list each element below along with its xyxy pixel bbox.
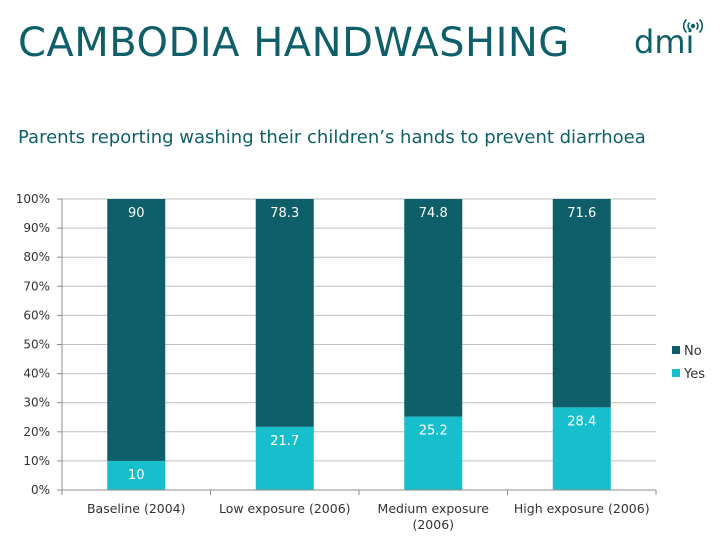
x-category-label: Low exposure (2006) (219, 501, 351, 516)
slide-title: CAMBODIA HANDWASHING (18, 20, 570, 66)
data-label-no: 71.6 (567, 206, 596, 221)
bar-no (552, 199, 611, 408)
legend-swatch-yes (672, 369, 680, 377)
y-tick-label: 30% (23, 396, 50, 410)
x-category-label: (2006) (412, 517, 454, 532)
data-label-no: 78.3 (270, 206, 299, 221)
data-label-no: 74.8 (419, 206, 448, 221)
axes: 0% 10% 20% 30% 40% 50% 60% 70% 80% 90% 100% Baselin… (16, 192, 657, 532)
bar-no (255, 199, 314, 427)
dmi-logo: dmi (630, 14, 712, 64)
y-tick-label: 70% (23, 279, 50, 293)
y-tick-label: 10% (23, 454, 50, 468)
bar-yes (552, 407, 611, 490)
y-tick-label: 80% (23, 250, 50, 264)
bars: 10 90 21.7 78.3 25.2 74.8 28.4 71.6 (107, 199, 611, 490)
x-category-label: High exposure (2006) (514, 501, 650, 516)
y-tick-label: 100% (16, 192, 50, 206)
y-tick-label: 0% (31, 483, 50, 497)
bar-yes (404, 416, 463, 490)
data-label-yes: 25.2 (419, 424, 448, 439)
signal-icon (682, 18, 704, 34)
bar-no (404, 199, 463, 417)
y-tick-label: 90% (23, 221, 50, 235)
y-tick-label: 40% (23, 367, 50, 381)
bar-yes (107, 460, 166, 490)
bar-yes (255, 426, 314, 490)
y-tick-label: 50% (23, 338, 50, 352)
legend-label-yes: Yes (683, 367, 705, 382)
data-label-yes: 28.4 (567, 414, 596, 429)
logo-text: dmi (634, 23, 695, 61)
legend-swatch-no (672, 346, 680, 354)
x-category-label: Baseline (2004) (87, 501, 186, 516)
x-category-label: Medium exposure (378, 501, 490, 516)
bar-no (107, 199, 166, 461)
chart-subtitle: Parents reporting washing their children… (18, 127, 646, 148)
data-label-yes: 10 (128, 468, 145, 483)
y-tick-label: 60% (23, 308, 50, 322)
y-tick-label: 20% (23, 425, 50, 439)
legend-label-no: No (684, 344, 702, 359)
data-label-yes: 21.7 (270, 434, 299, 449)
data-label-no: 90 (128, 206, 145, 221)
legend: No Yes (672, 344, 705, 382)
